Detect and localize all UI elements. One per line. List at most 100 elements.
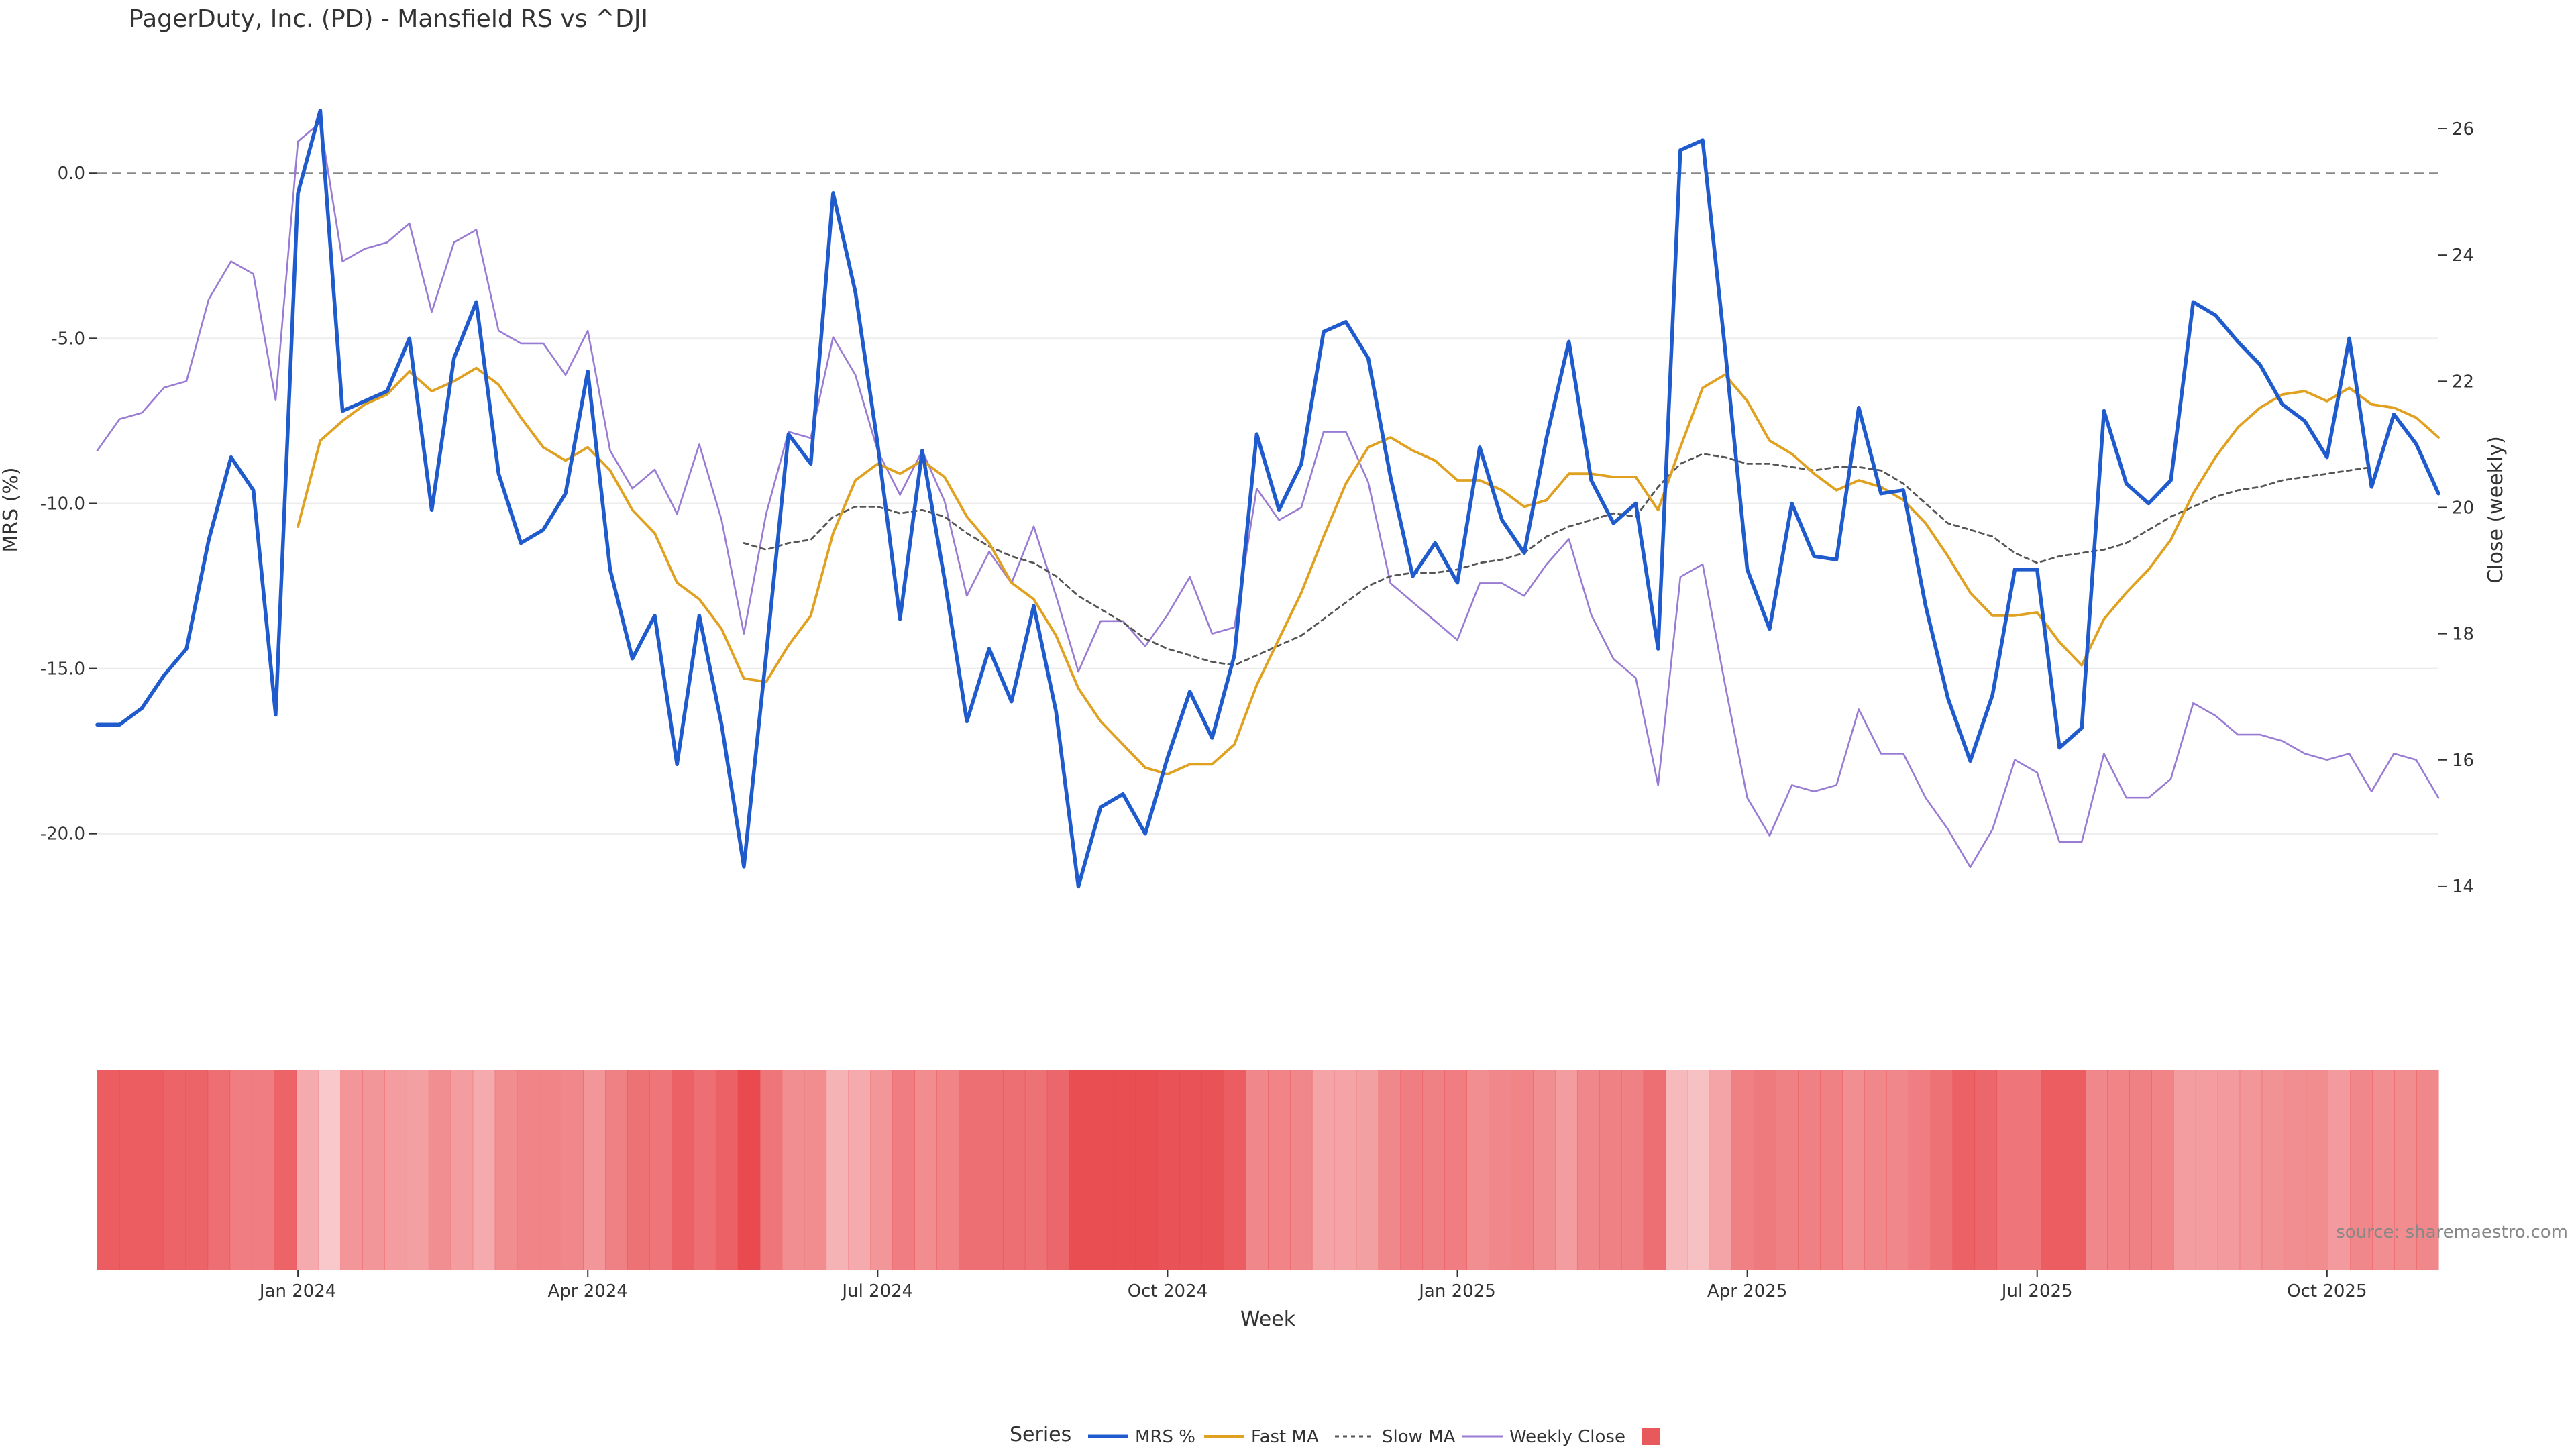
series-fast-ma [297,366,2440,775]
y-right-tick-label: 24 [2452,246,2474,266]
heat-band-cell [1820,1070,1843,1270]
axes-layer: 0.0 -5.0 -10.0 -15.0 -20.0 26 24 22 20 18 16 14 Jan … [40,119,2474,1301]
heat-band-cell [1643,1070,1666,1270]
y-left-tick-label: 0.0 [58,164,85,184]
heat-band-cell [1709,1070,1733,1270]
heat-band-cell [274,1070,297,1270]
heat-band-cell [1334,1070,1357,1270]
heat-band-cell [1046,1070,1070,1270]
heat-band-cell [207,1070,231,1270]
source-label: source: sharemaestro.com [2336,1222,2568,1242]
heat-band-cell [627,1070,650,1270]
heat-band-cell [1952,1070,1976,1270]
x-tick-label: Apr 2024 [548,1281,628,1301]
heat-band-cell [782,1070,805,1270]
heat-band-cell [1754,1070,1776,1270]
legend-item-slow-ma[interactable]: Slow MA [1382,1427,1456,1447]
heat-band-cell [1444,1070,1467,1270]
heat-band-cell [1179,1070,1202,1270]
y-right-axis-title: Close (weekly) [2484,436,2508,584]
heat-band-cell [1024,1070,1048,1270]
heat-band-cell [1268,1070,1291,1270]
y-right-tick-label: 18 [2452,625,2474,645]
y-right-tick-label: 26 [2452,119,2474,140]
x-tick-label: Apr 2025 [1707,1281,1787,1301]
heat-band-cell [892,1070,915,1270]
heat-band-cell [914,1070,937,1270]
x-tick-label: Jul 2024 [841,1281,913,1301]
y-right-tick-label: 16 [2452,751,2474,771]
heat-band-cell [252,1070,274,1270]
heat-band-cell [1621,1070,1644,1270]
series-layer [95,108,2440,889]
legend-item-weekly-close[interactable]: Weekly Close [1509,1427,1625,1447]
heat-band-cell [870,1070,893,1270]
heat-band-cell [2063,1070,2086,1270]
heat-band-cell [185,1070,209,1270]
heat-band-cell [2173,1070,2196,1270]
heat-band-cell [1533,1070,1556,1270]
heat-band-cell [959,1070,981,1270]
heat-band-cell [1378,1070,1401,1270]
heat-band-cell [936,1070,959,1270]
heat-band-cell [517,1070,540,1270]
y-left-axis-title: MRS (%) [0,467,23,552]
heat-band-cell [980,1070,1004,1270]
heat-band-cell [1576,1070,1600,1270]
heat-band-cell [1069,1070,1092,1270]
heat-band-cell [1599,1070,1622,1270]
heat-band-cell [494,1070,518,1270]
heat-band-cell [1665,1070,1688,1270]
heat-band-cell [1135,1070,1158,1270]
heat-band-cell [693,1070,716,1270]
heat-band-cell [119,1070,142,1270]
heat-band-cell [163,1070,186,1270]
heat-band-cell [472,1070,496,1270]
series-weekly-close [96,121,2440,868]
heat-band-cell [1731,1070,1754,1270]
heat-band-cell [759,1070,783,1270]
heat-band-cell [1224,1070,1246,1270]
y-left-tick-label: -5.0 [51,329,85,349]
heat-band-cell [2195,1070,2218,1270]
heat-band-cell [672,1070,694,1270]
heat-band-cell [1002,1070,1026,1270]
y-right-tick-label: 14 [2452,877,2474,897]
heat-band-cell [428,1070,451,1270]
heat-band-cell [715,1070,739,1270]
y-left-tick-label: -15.0 [40,659,85,680]
heat-band-cell [2394,1070,2417,1270]
heat-band-cell [406,1070,429,1270]
heat-band-cell [1996,1070,2020,1270]
x-tick-label: Jan 2025 [1417,1281,1496,1301]
heat-band-cell [826,1070,849,1270]
x-tick-label: Oct 2024 [1128,1281,1208,1301]
legend-item-mrs[interactable]: MRS % [1135,1427,1195,1447]
legend-title: Series [1010,1423,1071,1446]
heat-band-cell [1908,1070,1931,1270]
heat-band-cell [1798,1070,1821,1270]
heat-band-cell [2416,1070,2439,1270]
heat-band-cell [2217,1070,2241,1270]
legend-swatch-heat-band[interactable] [1642,1428,1660,1445]
heat-band-cell [2328,1070,2351,1270]
heat-band-cell [296,1070,319,1270]
series-slow-ma [743,453,2373,667]
heat-band-cell [848,1070,871,1270]
x-axis-title: Week [1240,1307,1296,1331]
heat-band-cell [141,1070,164,1270]
heat-band-cell [2261,1070,2285,1270]
heat-band-cell [2284,1070,2307,1270]
heat-band-cell [1776,1070,1799,1270]
heat-band-cell [2107,1070,2130,1270]
y-right-tick-label: 20 [2452,498,2474,518]
heat-band-cell [1091,1070,1114,1270]
heat-band-cell [1201,1070,1224,1270]
heat-band-cell [2151,1070,2174,1270]
heat-band-cell [384,1070,407,1270]
legend-item-fast-ma[interactable]: Fast MA [1251,1427,1319,1447]
heat-band-cell [737,1070,761,1270]
heat-band-cell [1157,1070,1180,1270]
y-left-tick-label: -10.0 [40,494,85,514]
